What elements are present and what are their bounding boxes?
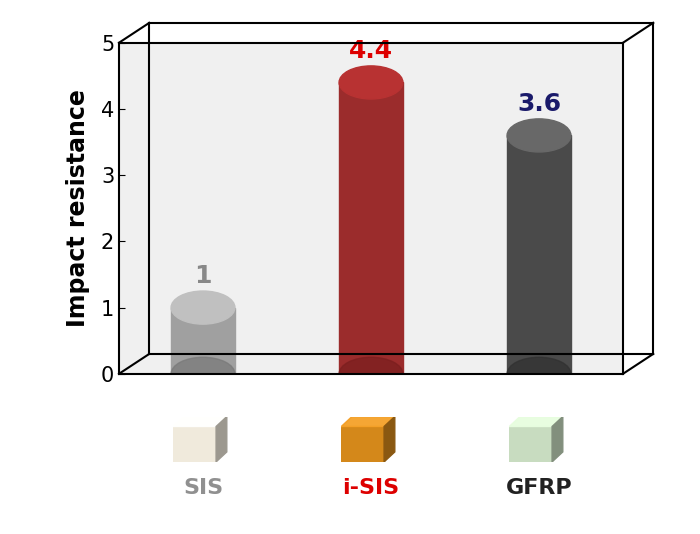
- Bar: [171, 308, 235, 374]
- Polygon shape: [510, 417, 563, 427]
- Bar: [507, 136, 571, 374]
- Ellipse shape: [339, 357, 403, 390]
- Polygon shape: [342, 417, 395, 427]
- Bar: [339, 82, 403, 374]
- Ellipse shape: [507, 119, 571, 152]
- Bar: [342, 427, 384, 462]
- Ellipse shape: [339, 66, 403, 99]
- Ellipse shape: [171, 357, 235, 390]
- Y-axis label: Impact resistance: Impact resistance: [66, 89, 90, 327]
- Ellipse shape: [171, 291, 235, 324]
- Polygon shape: [216, 417, 227, 462]
- Text: 1: 1: [195, 264, 211, 288]
- Text: GFRP: GFRP: [505, 478, 573, 498]
- Ellipse shape: [507, 357, 571, 390]
- Text: i-SIS: i-SIS: [342, 478, 400, 498]
- Polygon shape: [174, 417, 227, 427]
- Text: 3.6: 3.6: [517, 91, 561, 115]
- Text: SIS: SIS: [183, 478, 223, 498]
- Bar: [510, 427, 552, 462]
- Polygon shape: [552, 417, 563, 462]
- Polygon shape: [119, 23, 653, 43]
- Polygon shape: [384, 417, 395, 462]
- Polygon shape: [623, 23, 653, 374]
- Bar: [174, 427, 216, 462]
- Text: 4.4: 4.4: [349, 38, 393, 62]
